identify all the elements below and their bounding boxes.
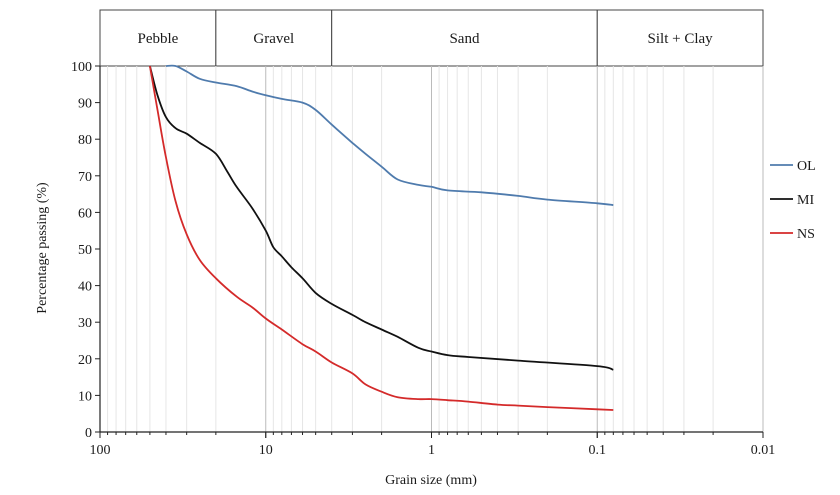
x-tick-label: 100 [90,443,111,458]
y-tick-label: 50 [78,243,92,258]
legend-label-ns: NS [797,227,815,242]
y-tick-label: 10 [78,389,92,404]
size-class-cell [331,9,598,67]
size-class-label: Gravel [253,31,294,47]
y-tick-label: 70 [78,170,92,185]
size-class-cell [596,9,764,67]
size-class-label: Sand [449,31,480,47]
size-class-cell [215,9,333,67]
x-tick-label: 0.01 [751,443,776,458]
y-tick-label: 40 [78,280,92,295]
size-class-cell [99,9,217,67]
y-tick-label: 20 [78,353,92,368]
x-axis-label: Grain size (mm) [385,473,477,488]
x-tick-label: 0.1 [589,443,607,458]
size-class-band: Pebble Gravel Sand Silt + Clay [99,9,764,67]
size-class-label: Pebble [138,31,179,47]
x-tick-label: 10 [259,443,273,458]
y-tick-label: 30 [78,316,92,331]
axes: 0 10 20 30 40 50 60 70 80 90 100 100 10 1 0.1 0.01 [71,60,775,458]
size-class-label: Silt + Clay [648,31,714,47]
x-tick-label: 1 [428,443,435,458]
series-line-mi [149,65,614,371]
legend-label-ol: OL [797,159,816,174]
series-line-ol [165,64,614,206]
y-tick-label: 80 [78,133,92,148]
y-tick-label: 60 [78,206,92,221]
y-tick-label: 90 [78,97,92,112]
legend-label-mi: MI [797,193,814,208]
series-layer [149,64,614,411]
legend: OL MI NS [770,159,816,242]
series-line-ns [149,65,614,411]
y-tick-label: 0 [85,426,92,441]
y-tick-label: 100 [71,60,92,75]
y-axis-label: Percentage passing (%) [35,182,50,314]
gridlines [107,66,764,432]
